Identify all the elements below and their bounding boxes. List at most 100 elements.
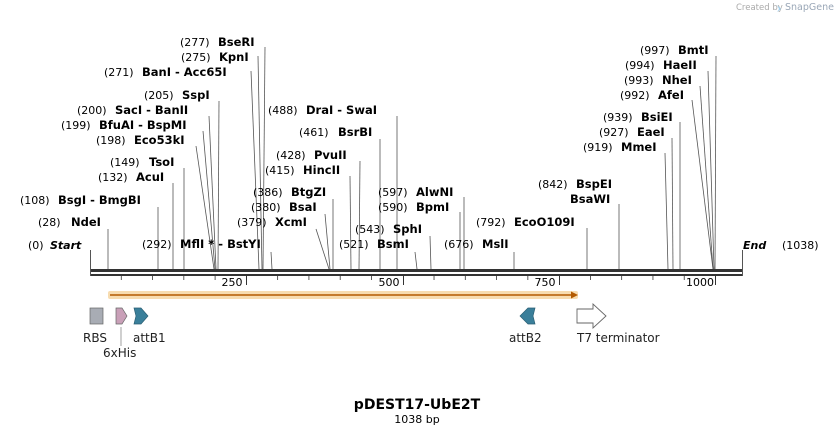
site-name: BtgZI xyxy=(291,185,326,199)
site-label: (993) NheI xyxy=(624,73,692,87)
site-name: Eco53kI xyxy=(134,133,185,147)
site-label: (994) HaeII xyxy=(625,58,697,72)
site-label: (676) MslI xyxy=(444,237,509,251)
site-label: (543) SphI xyxy=(355,222,422,236)
site-label: (415) HincII xyxy=(265,163,340,177)
site-position: (994) xyxy=(625,59,655,72)
site-label: (919) MmeI xyxy=(583,140,657,154)
site-label: (205) SspI xyxy=(144,88,210,102)
site-position: (428) xyxy=(276,149,306,162)
site-label: (461) BsrBI xyxy=(299,125,372,139)
site-name: BseRI xyxy=(218,35,255,49)
site-label: (108) BsgI - BmgBI xyxy=(20,193,141,207)
site-position: (415) xyxy=(265,164,295,177)
his-label: 6xHis xyxy=(103,346,136,360)
site-position: (271) xyxy=(104,66,134,79)
site-label: (386) BtgZI xyxy=(253,185,326,199)
site-position: (676) xyxy=(444,238,474,251)
site-position: (108) xyxy=(20,194,50,207)
site-name: BpmI xyxy=(416,200,449,214)
attb2-arrow xyxy=(519,307,536,325)
site-position: (132) xyxy=(98,171,128,184)
site-label: (927) EaeI xyxy=(599,125,665,139)
site-name: SphI xyxy=(393,222,422,236)
site-position: (590) xyxy=(378,201,408,214)
site-position: (292) xyxy=(142,238,172,251)
ruler-top-line xyxy=(90,269,743,272)
site-label: (488) DraI - SwaI xyxy=(268,103,377,117)
site-name: TsoI xyxy=(149,155,174,169)
his-arrow xyxy=(115,307,128,325)
site-name: XcmI xyxy=(275,215,307,229)
site-position: (997) xyxy=(640,44,670,57)
site-name: BsiEI xyxy=(641,110,673,124)
end-name: End xyxy=(743,239,766,252)
site-name: HincII xyxy=(303,163,340,177)
site-name: AfeI xyxy=(658,88,684,102)
site-label: (590) BpmI xyxy=(378,200,449,214)
site-position: (205) xyxy=(144,89,174,102)
site-position: (199) xyxy=(61,119,91,132)
site-position: (386) xyxy=(253,186,283,199)
site-name: DraI - SwaI xyxy=(306,103,377,117)
site-position: (28) xyxy=(38,216,61,229)
ruler-tick-label: 500 xyxy=(379,276,400,289)
site-position: (461) xyxy=(299,126,329,139)
site-label: (597) AlwNI xyxy=(378,185,453,199)
site-name: BmtI xyxy=(678,43,709,57)
site-label: (379) XcmI xyxy=(237,215,307,229)
rbs-box xyxy=(89,307,104,325)
site-label: (199) BfuAI - BspMI xyxy=(61,118,187,132)
t7-terminator-arrow xyxy=(576,302,607,330)
site-position: (198) xyxy=(96,134,126,147)
attb1-label: attB1 xyxy=(133,331,166,345)
site-name: BsgI - BmgBI xyxy=(58,193,141,207)
site-position: (919) xyxy=(583,141,613,154)
start-position: (0) xyxy=(28,239,44,252)
site-name: BsaI xyxy=(289,200,317,214)
site-name: AcuI xyxy=(136,170,164,184)
site-position: (488) xyxy=(268,104,298,117)
site-name: BfuAI - BspMI xyxy=(99,118,187,132)
site-position: (149) xyxy=(110,156,140,169)
site-position: (993) xyxy=(624,74,654,87)
attb1-arrow xyxy=(133,307,149,325)
site-name: BsmI xyxy=(377,237,409,251)
site-label: (842) BspEI xyxy=(538,177,612,191)
end-label: End (1038) xyxy=(743,239,819,252)
site-position: (939) xyxy=(603,111,633,124)
site-name: SspI xyxy=(182,88,210,102)
end-position: (1038) xyxy=(782,239,819,252)
created-by-text: Created by xyxy=(736,3,783,13)
site-position: (275) xyxy=(181,51,211,64)
ruler-tick-label: 750 xyxy=(535,276,556,289)
site-position: (379) xyxy=(237,216,267,229)
site-name: MmeI xyxy=(621,140,657,154)
site-label: (275) KpnI xyxy=(181,50,249,64)
rbs-label: RBS xyxy=(83,331,107,345)
site-name: HaeII xyxy=(663,58,697,72)
restriction-sites: (28) NdeI (108) BsgI - BmgBI (132) AcuI (14… xyxy=(20,35,709,251)
site-name: BsaWI xyxy=(570,192,610,206)
t7-terminator-label: T7 terminator xyxy=(576,331,660,345)
attb2-label: attB2 xyxy=(509,331,542,345)
ruler-tick-label: 250 xyxy=(222,276,243,289)
site-label: (28) NdeI xyxy=(38,215,101,229)
site-name: PvuII xyxy=(314,148,347,162)
site-name: EcoO109I xyxy=(514,215,575,229)
site-name: BspEI xyxy=(576,177,612,191)
site-label: (200) SacI - BanII xyxy=(77,103,188,117)
site-label: (132) AcuI xyxy=(98,170,164,184)
site-label: (992) AfeI xyxy=(620,88,684,102)
start-label: (0) Start xyxy=(28,239,82,252)
site-name: KpnI xyxy=(219,50,249,64)
site-position: (597) xyxy=(378,186,408,199)
site-label: (997) BmtI xyxy=(640,43,709,57)
plasmid-length: 1038 bp xyxy=(394,413,439,426)
site-name: BanI - Acc65I xyxy=(142,65,227,79)
feature-t7-terminator: T7 terminator xyxy=(576,302,660,345)
site-label: (428) PvuII xyxy=(276,148,347,162)
site-name: MflI * - BstYI xyxy=(180,237,261,251)
feature-attb1: attB1 xyxy=(133,307,166,345)
